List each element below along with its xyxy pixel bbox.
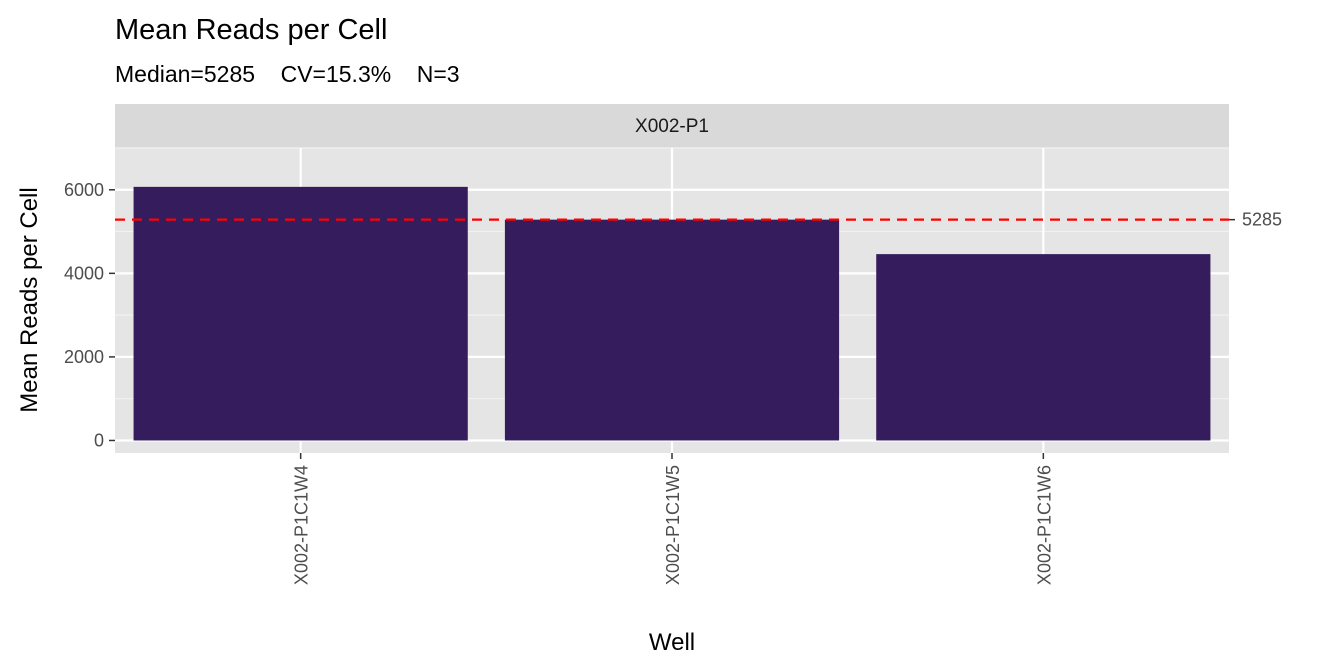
x-tick-label: X002-P1C1W5: [663, 465, 683, 585]
bar: [876, 254, 1211, 441]
facet-label: X002-P1: [635, 116, 709, 137]
y-tick-label: 6000: [64, 180, 104, 200]
median-reference: 5285: [115, 210, 1282, 230]
y-axis: 0 2000 4000 6000: [64, 180, 115, 450]
x-tick-label: X002-P1C1W4: [292, 465, 312, 585]
x-axis-title: Well: [649, 629, 695, 656]
chart-subtitle: Median=5285 CV=15.3% N=3: [115, 61, 460, 87]
bar: [133, 186, 468, 441]
y-tick-label: 4000: [64, 263, 104, 283]
y-tick-label: 2000: [64, 347, 104, 367]
x-tick-label: X002-P1C1W6: [1034, 465, 1054, 585]
bars: [133, 186, 1211, 441]
chart-title: Mean Reads per Cell: [115, 14, 387, 46]
facet-strip: [115, 104, 1229, 148]
median-label: 5285: [1242, 210, 1282, 230]
y-axis-title: Mean Reads per Cell: [16, 187, 43, 412]
y-tick-label: 0: [94, 430, 104, 450]
bar: [504, 219, 840, 441]
x-axis: X002-P1C1W4 X002-P1C1W5 X002-P1C1W6: [292, 453, 1054, 585]
